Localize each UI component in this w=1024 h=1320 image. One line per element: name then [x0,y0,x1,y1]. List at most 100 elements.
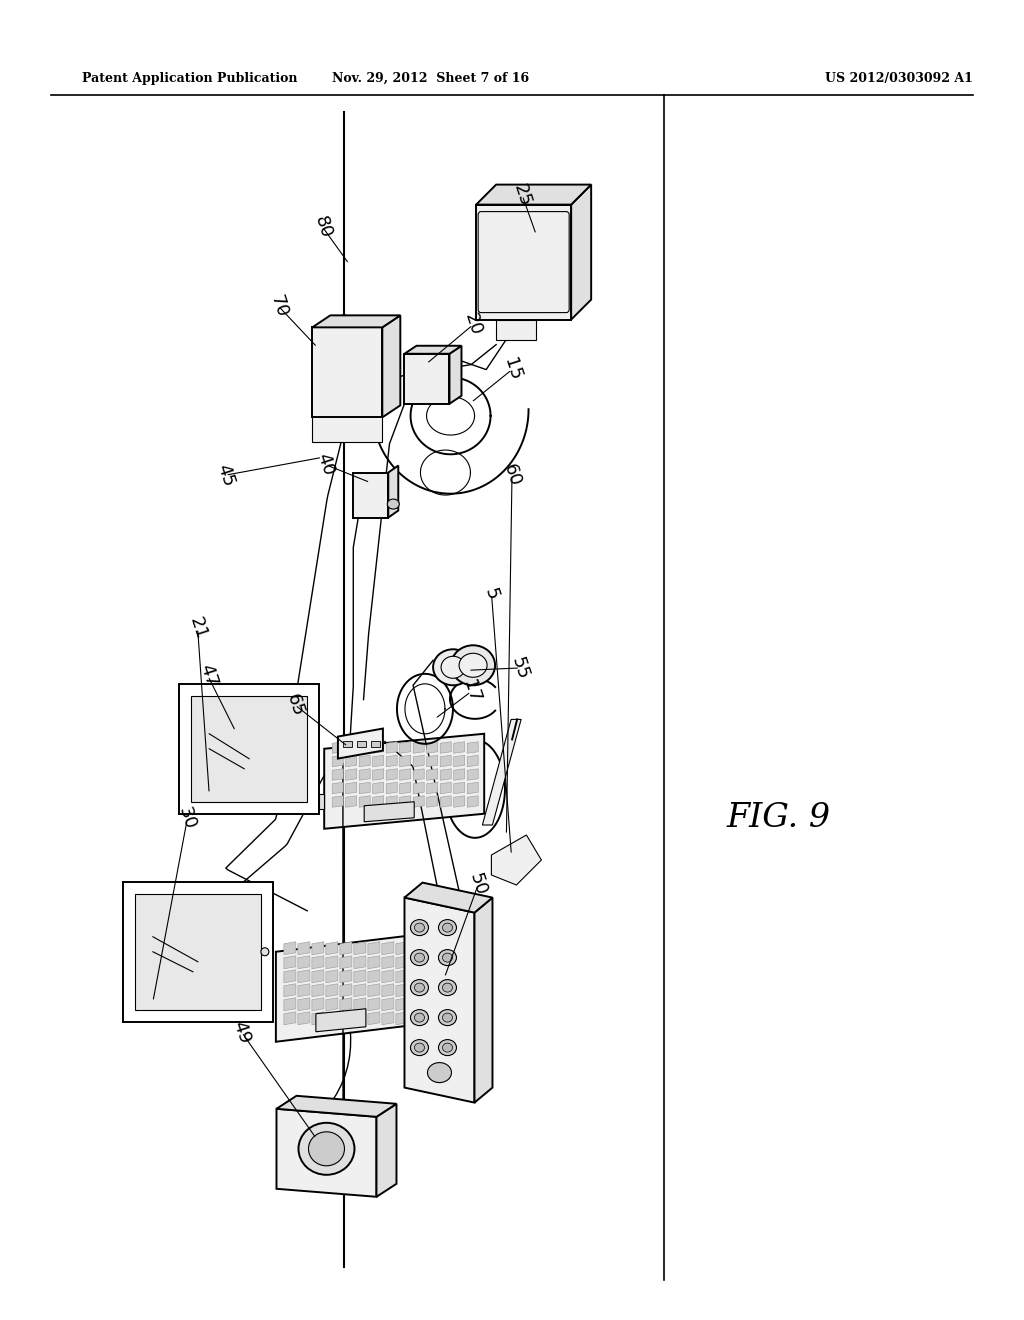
Polygon shape [315,1008,366,1032]
Polygon shape [354,1011,366,1024]
Polygon shape [284,956,296,969]
Text: 17: 17 [459,678,483,705]
Polygon shape [354,956,366,969]
Polygon shape [388,466,398,517]
Bar [357,741,366,747]
Text: 49: 49 [229,1019,254,1045]
Polygon shape [312,941,324,954]
Polygon shape [396,998,408,1011]
Polygon shape [386,742,397,754]
Polygon shape [454,796,465,808]
Polygon shape [284,998,296,1011]
Ellipse shape [411,920,428,936]
Polygon shape [404,883,493,912]
Polygon shape [386,783,397,793]
Text: 50: 50 [466,871,490,898]
Polygon shape [312,998,324,1011]
Polygon shape [368,941,380,954]
Polygon shape [340,998,352,1011]
Polygon shape [338,729,383,759]
Polygon shape [346,796,356,808]
Polygon shape [414,783,424,793]
Text: 70: 70 [266,293,291,319]
Polygon shape [467,755,478,767]
Ellipse shape [411,1040,428,1056]
Text: US 2012/0303092 A1: US 2012/0303092 A1 [825,73,973,84]
Polygon shape [424,998,436,1011]
Polygon shape [414,742,424,754]
Polygon shape [359,796,371,808]
Polygon shape [276,1109,377,1197]
Polygon shape [497,319,537,339]
Polygon shape [312,327,382,417]
Polygon shape [284,1011,296,1024]
Polygon shape [424,983,436,997]
Polygon shape [298,941,310,954]
Polygon shape [325,734,484,829]
Polygon shape [298,970,310,983]
Polygon shape [396,1011,408,1024]
Polygon shape [482,719,521,825]
Polygon shape [312,315,400,327]
Polygon shape [340,1011,352,1024]
Polygon shape [424,941,436,954]
Polygon shape [424,956,436,969]
Ellipse shape [411,979,428,995]
Text: 45: 45 [213,462,238,488]
Polygon shape [346,768,356,780]
Polygon shape [467,796,478,808]
Polygon shape [373,755,384,767]
Ellipse shape [261,948,269,956]
Text: 47: 47 [196,663,220,689]
Polygon shape [396,956,408,969]
Ellipse shape [411,1010,428,1026]
Polygon shape [396,983,408,997]
Polygon shape [410,1011,422,1024]
Polygon shape [492,836,542,884]
Polygon shape [571,185,591,319]
Polygon shape [424,970,436,983]
Ellipse shape [459,653,487,677]
Ellipse shape [438,979,457,995]
Polygon shape [476,185,591,205]
Text: 21: 21 [185,615,210,642]
Polygon shape [346,783,356,793]
Polygon shape [275,932,441,1041]
Polygon shape [386,796,397,808]
Ellipse shape [442,983,453,993]
Polygon shape [467,783,478,793]
Polygon shape [326,998,338,1011]
Text: 20: 20 [461,312,485,338]
Text: 80: 80 [310,214,335,240]
Bar [123,882,272,1022]
Polygon shape [298,983,310,997]
Polygon shape [414,796,424,808]
Polygon shape [414,768,424,780]
Text: 60: 60 [500,462,524,488]
Ellipse shape [298,1123,354,1175]
Polygon shape [332,768,343,780]
Text: FIG. 9: FIG. 9 [726,803,830,834]
Polygon shape [427,796,437,808]
Polygon shape [450,346,462,404]
Polygon shape [368,983,380,997]
Polygon shape [340,956,352,969]
Ellipse shape [433,649,473,685]
Polygon shape [354,983,366,997]
Bar [135,894,261,1010]
Polygon shape [410,970,422,983]
Polygon shape [382,956,394,969]
Text: 25: 25 [510,182,535,209]
Bar [343,741,352,747]
Text: 65: 65 [283,692,307,718]
Polygon shape [359,755,371,767]
Polygon shape [377,1104,396,1197]
Polygon shape [312,970,324,983]
Polygon shape [427,742,437,754]
Polygon shape [373,742,384,754]
Polygon shape [476,205,571,319]
Polygon shape [298,998,310,1011]
Text: Patent Application Publication: Patent Application Publication [82,73,297,84]
Polygon shape [386,768,397,780]
Ellipse shape [438,1040,457,1056]
